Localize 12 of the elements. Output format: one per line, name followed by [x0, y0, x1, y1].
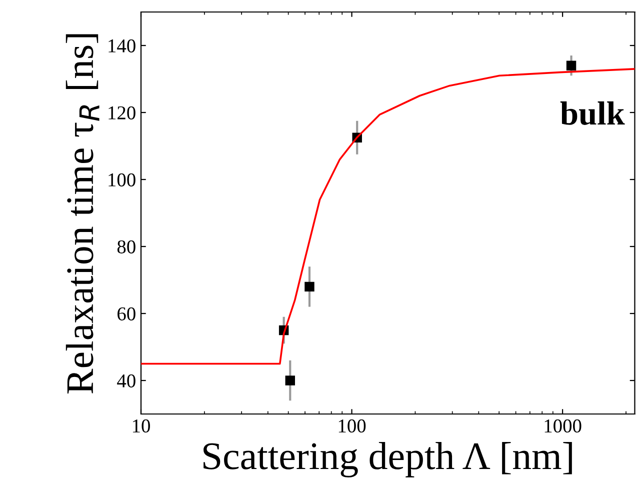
- y-tick-label: 40: [117, 374, 136, 388]
- x-tick-label: 10: [132, 419, 150, 433]
- x-axis-title: Scattering depth Λ [nm]: [204, 442, 572, 478]
- annotation: bulk: [560, 101, 625, 125]
- y-tick-label: 100: [108, 173, 136, 186]
- x-tick-label: 1000: [544, 419, 582, 433]
- y-axis-title: Relaxation time τ$_{R}$ [ns]: [66, 34, 100, 394]
- y-tick-label: 120: [108, 106, 136, 120]
- y-tick-label: 60: [118, 307, 136, 320]
- y-tick-label: 140: [108, 39, 136, 52]
- y-tick-label: 80: [117, 240, 136, 254]
- x-tick-label: 100: [338, 419, 366, 433]
